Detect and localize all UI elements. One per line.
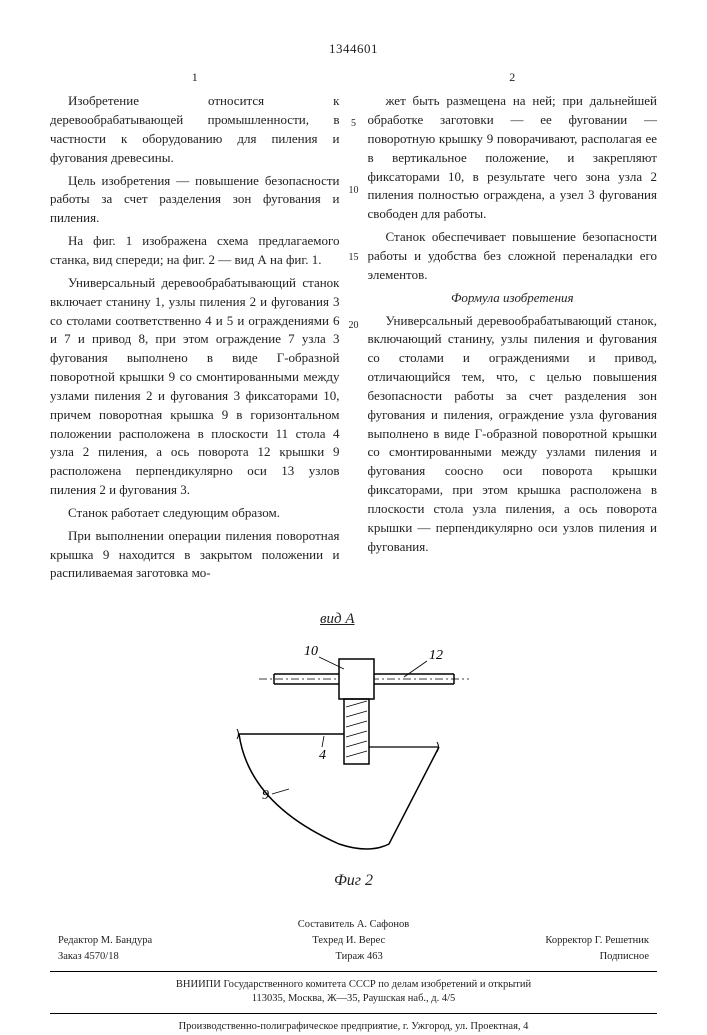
figure-label-9: 9 (262, 788, 269, 803)
footer-printer: Производственно-полиграфическое предприя… (50, 1020, 657, 1035)
credits-corrector: Корректор Г. Решетник (545, 933, 649, 949)
paragraph: Станок работает следующим образом. (50, 504, 340, 523)
footer-block: ВНИИПИ Государственного комитета СССР по… (50, 978, 657, 1007)
line-number: 5 (351, 117, 356, 132)
figure-label-12: 12 (429, 648, 443, 663)
credits-editor: Редактор М. Бандура (58, 933, 152, 949)
columns-wrapper: 5 10 15 20 1 Изобретение относится к дер… (50, 69, 657, 587)
line-number: 20 (349, 319, 359, 334)
column-label: 2 (368, 69, 658, 86)
column-left: 1 Изобретение относится к деревообрабаты… (50, 69, 340, 587)
paragraph: Универсальный деревообрабатывающий стано… (50, 274, 340, 500)
credits-compiler: Составитель А. Сафонов (50, 917, 657, 933)
line-number: 10 (349, 184, 359, 199)
figure-svg: 10 12 4 9 (204, 629, 504, 859)
figure-view-label: вид А (320, 609, 355, 631)
column-label: 1 (50, 69, 340, 86)
credits-circulation: Тираж 463 (335, 949, 382, 965)
formula-title: Формула изобретения (368, 289, 658, 308)
paragraph: На фиг. 1 изображена схема предлагаемого… (50, 232, 340, 270)
paragraph: При выполнении операции пиления поворотн… (50, 527, 340, 584)
figure-caption: Фиг 2 (50, 869, 657, 892)
footer-org: ВНИИПИ Государственного комитета СССР по… (50, 978, 657, 993)
divider (50, 1013, 657, 1014)
formula-text: Универсальный деревообрабатывающий стано… (368, 312, 658, 557)
figure-label-4: 4 (319, 748, 326, 763)
divider (50, 971, 657, 972)
paragraph: Цель изобретения — повышение безопасност… (50, 172, 340, 229)
paragraph: Станок обеспечивает повышение безопаснос… (368, 228, 658, 285)
figure-label-10: 10 (304, 644, 318, 659)
credits-order: Заказ 4570/18 (58, 949, 119, 965)
line-number: 15 (349, 251, 359, 266)
credits-block: Составитель А. Сафонов Редактор М. Банду… (50, 917, 657, 964)
paragraph: Изобретение относится к деревообрабатыва… (50, 92, 340, 167)
document-number: 1344601 (50, 40, 657, 59)
paragraph: жет быть размещена на ней; при дальнейше… (368, 92, 658, 224)
credits-techred: Техред И. Верес (312, 933, 385, 949)
column-right: 2 жет быть размещена на ней; при дальней… (368, 69, 658, 587)
credits-subscription: Подписное (600, 949, 649, 965)
figure-area: вид А 10 12 4 9 (50, 609, 657, 899)
